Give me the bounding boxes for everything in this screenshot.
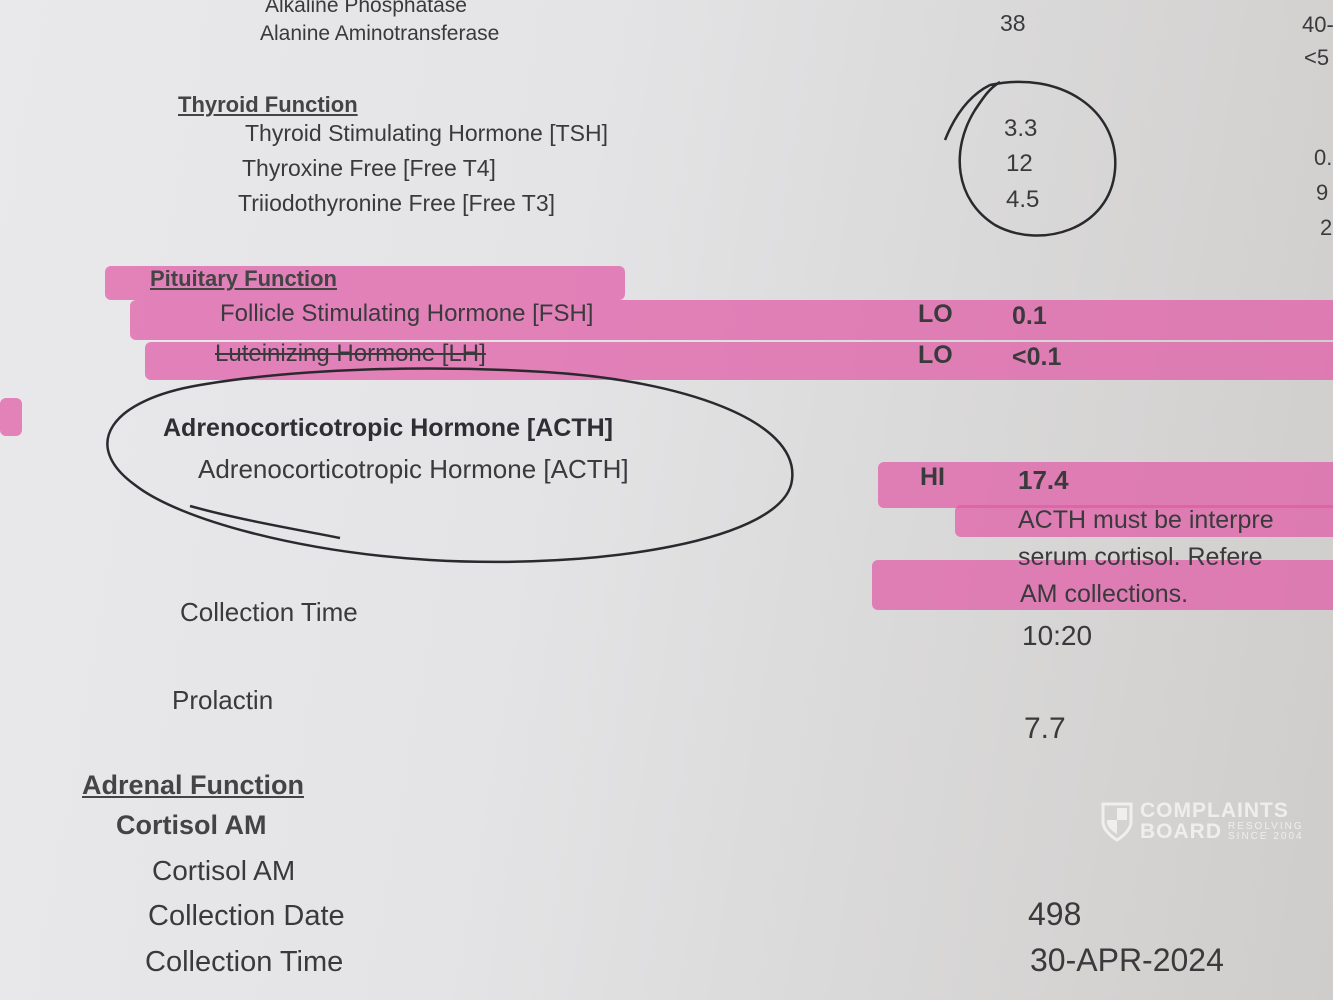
thyroid-row-value: 12 — [1006, 150, 1033, 177]
adrenal-heading: Adrenal Function — [82, 770, 304, 800]
liver-row-name: Alkaline Phosphatase — [265, 0, 467, 17]
watermark-line2: BOARD — [1140, 820, 1222, 843]
highlight-pituitary-heading — [105, 266, 625, 300]
liver-row-value: 38 — [1000, 10, 1026, 36]
highlight-acth-note — [955, 505, 1333, 537]
highlight-lh — [145, 342, 1333, 380]
adrenal-subheading: Cortisol AM — [116, 810, 267, 840]
adrenal-row-value: 30-APR-2024 — [1030, 942, 1224, 978]
acth-note-line: serum cortisol. Refere — [1018, 543, 1263, 571]
thyroid-row-value: 4.5 — [1006, 186, 1040, 213]
adrenal-row-name: Collection Date — [148, 900, 345, 932]
highlight-acth-note-2 — [872, 560, 1333, 610]
adrenal-row-name: Cortisol AM — [152, 855, 296, 886]
acth-collection-time: 10:20 — [1022, 620, 1093, 651]
acth-note-line: ACTH must be interpre — [1018, 506, 1274, 534]
watermark-tag2: SINCE 2004 — [1228, 830, 1304, 842]
thyroid-values-circle — [943, 80, 1117, 237]
acth-note-line: AM collections. — [1020, 580, 1189, 608]
prolactin-name: Prolactin — [172, 685, 274, 715]
acth-circle — [106, 367, 794, 564]
acth-heading: Adrenocorticotropic Hormone [ACTH] — [163, 414, 613, 442]
pituitary-row-flag: LO — [918, 341, 953, 369]
watermark-line1: COMPLAINTS — [1140, 799, 1289, 822]
pituitary-row-name: Follicle Stimulating Hormone [FSH] — [220, 300, 594, 327]
pituitary-row-name: Luteinizing Hormone [LH] — [215, 340, 486, 367]
liver-row-name: Alanine Aminotransferase — [260, 22, 500, 45]
thyroid-row-value: 3.3 — [1004, 115, 1038, 142]
pituitary-row-flag: LO — [918, 300, 953, 328]
adrenal-row-name: Collection Time — [145, 946, 344, 978]
thyroid-row-range: 9 — [1316, 180, 1329, 205]
liver-row-range: <5 — [1304, 45, 1330, 70]
watermark-tag1: RESOLVING — [1228, 820, 1304, 832]
pituitary-heading: Pituitary Function — [150, 266, 337, 291]
prolactin-value: 7.7 — [1024, 712, 1066, 745]
acth-value: 17.4 — [1018, 465, 1069, 495]
thyroid-row-name: Thyroxine Free [Free T4] — [242, 155, 496, 181]
thyroid-heading: Thyroid Function — [178, 92, 358, 117]
liver-row-range: 40- — [1302, 12, 1333, 37]
thyroid-row-name: Triiodothyronine Free [Free T3] — [238, 190, 556, 216]
pituitary-row-value: <0.1 — [1012, 343, 1062, 371]
acth-name: Adrenocorticotropic Hormone [ACTH] — [198, 454, 629, 484]
watermark-logo: COMPLAINTS BOARD RESOLVING SINCE 2004 — [1100, 800, 1304, 842]
acth-collection-time-label: Collection Time — [180, 597, 358, 627]
adrenal-row-value: 498 — [1028, 896, 1082, 932]
thyroid-row-range: 2 — [1320, 215, 1333, 240]
acth-flag: HI — [920, 463, 945, 491]
highlight-left-edge — [0, 398, 22, 436]
highlight-fsh — [130, 300, 1333, 340]
shield-icon — [1101, 802, 1133, 842]
thyroid-row-name: Thyroid Stimulating Hormone [TSH] — [245, 120, 609, 146]
pituitary-row-value: 0.1 — [1012, 302, 1047, 330]
highlight-acth-value — [878, 462, 1333, 508]
thyroid-row-range: 0. — [1314, 145, 1333, 170]
